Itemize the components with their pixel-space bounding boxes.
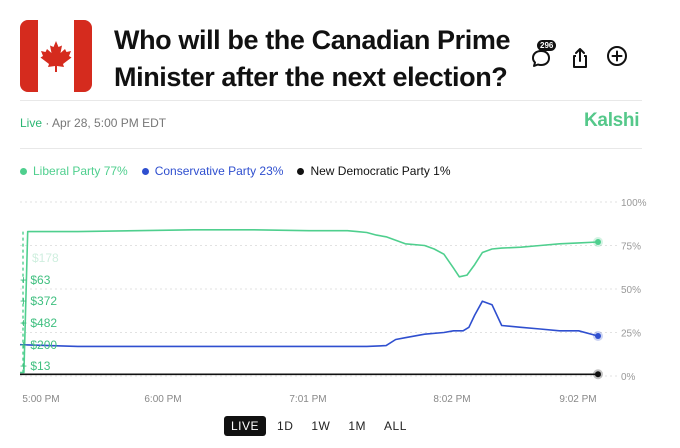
trade-label: + $63: [20, 273, 51, 287]
range-button-1m[interactable]: 1M: [348, 419, 367, 433]
share-icon[interactable]: [566, 44, 594, 72]
y-tick-label: 50%: [621, 285, 641, 296]
x-tick-label: 9:02 PM: [559, 394, 596, 405]
series-endpoint: [595, 239, 601, 246]
chart-legend: Liberal Party 77% Conservative Party 23% N…: [20, 164, 451, 178]
y-tick-label: 25%: [621, 329, 641, 340]
legend-label: Liberal Party 77%: [33, 164, 128, 178]
flag-red-band-right: [74, 20, 92, 92]
header-divider: [20, 100, 642, 101]
trade-label: $178: [32, 251, 59, 265]
legend-item[interactable]: New Democratic Party 1%: [297, 164, 451, 178]
x-tick-label: 8:02 PM: [433, 394, 470, 405]
meta-divider: [20, 148, 642, 149]
y-tick-label: 100%: [621, 198, 647, 209]
comment-icon[interactable]: [527, 44, 555, 72]
market-header: Who will be the Canadian Prime Minister …: [0, 0, 680, 100]
price-chart[interactable]: 100% 75% 50% 25% 0% 5:00 PM 6:00 PM 7:01 PM 8:02…: [0, 190, 680, 410]
flag-white-center: [38, 20, 74, 92]
canada-flag-image: [20, 20, 92, 92]
series-endpoint: [595, 371, 601, 378]
x-tick-label: 7:01 PM: [289, 394, 326, 405]
meta-separator: ·: [42, 116, 53, 130]
legend-label: Conservative Party 23%: [154, 164, 284, 178]
trade-label: + $200: [20, 338, 57, 352]
legend-dot: [141, 167, 149, 175]
trade-label: + $482: [20, 316, 57, 330]
market-title: Who will be the Canadian Prime Minister …: [114, 25, 511, 92]
flag-red-band-left: [20, 20, 38, 92]
x-tick-label: 5:00 PM: [22, 394, 59, 405]
legend-dot: [297, 167, 305, 175]
legend-item[interactable]: Liberal Party 77%: [20, 164, 128, 178]
comment-count-badge: 296: [537, 40, 557, 51]
series-line: [19, 300, 599, 348]
y-tick-label: 75%: [621, 242, 641, 253]
legend-item[interactable]: Conservative Party 23%: [141, 164, 284, 178]
maple-leaf-icon: [40, 41, 72, 72]
trade-label: + $13: [20, 359, 51, 373]
y-tick-label: 0%: [621, 372, 636, 383]
live-status: Live: [20, 116, 43, 130]
range-button-1w[interactable]: 1W: [311, 419, 331, 433]
range-button-live[interactable]: LIVE: [224, 416, 267, 436]
series-line: [20, 229, 599, 374]
legend-label: New Democratic Party 1%: [310, 164, 451, 178]
add-icon[interactable]: [603, 42, 631, 70]
x-tick-label: 6:00 PM: [144, 394, 181, 405]
range-button-1d[interactable]: 1D: [277, 419, 294, 433]
market-meta: Live · Apr 28, 5:00 PM EDT: [20, 116, 166, 130]
trade-label: + $372: [20, 294, 57, 308]
series-endpoint: [595, 332, 601, 339]
market-datetime: Apr 28, 5:00 PM EDT: [52, 116, 167, 130]
time-range-selector: LIVE 1D 1W 1M ALL: [224, 416, 414, 436]
range-button-all[interactable]: ALL: [384, 419, 407, 433]
kalshi-logo: Kalshi: [584, 110, 640, 131]
legend-dot: [20, 167, 27, 175]
